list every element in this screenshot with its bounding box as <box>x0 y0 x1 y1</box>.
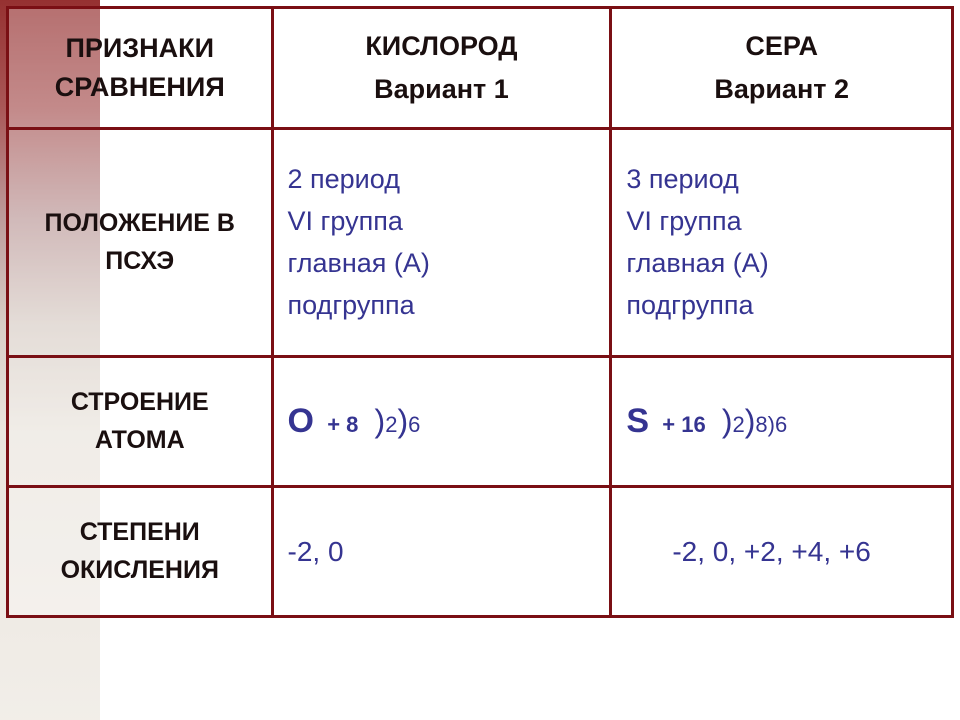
rowlabel-atom-text: СТРОЕНИЕ АТОМА <box>71 388 209 454</box>
header-col2-line2: Вариант 1 <box>288 70 596 109</box>
cell-atom-sulfur: S + 16 )2)8)6 <box>611 357 953 487</box>
atom-sulfur-symbol: S <box>626 402 649 440</box>
rowlabel-position: ПОЛОЖЕНИЕ В ПСХЭ <box>8 129 273 357</box>
row-oxidation: СТЕПЕНИ ОКИСЛЕНИЯ -2, 0 -2, 0, +2, +4, +… <box>8 487 953 617</box>
rowlabel-position-text: ПОЛОЖЕНИЕ В ПСХЭ <box>45 209 235 275</box>
atom-oxygen: O + 8 )2)6 <box>288 408 421 438</box>
cell-oxidation-oxygen: -2, 0 <box>272 487 611 617</box>
row-position: ПОЛОЖЕНИЕ В ПСХЭ 2 период VI группа глав… <box>8 129 953 357</box>
cell-position-oxygen: 2 период VI группа главная (А) подгруппа <box>272 129 611 357</box>
oxidation-oxygen-text: -2, 0 <box>288 536 344 567</box>
position-oxygen-text: 2 период VI группа главная (А) подгруппа <box>288 164 430 320</box>
cell-position-sulfur: 3 период VI группа главная (А) подгруппа <box>611 129 953 357</box>
atom-sulfur-charge: + 16 <box>662 412 705 437</box>
atom-oxygen-charge: + 8 <box>327 412 358 437</box>
atom-sulfur: S + 16 )2)8)6 <box>626 408 787 438</box>
header-col3: СЕРА Вариант 2 <box>611 8 953 129</box>
rowlabel-oxidation-text: СТЕПЕНИ ОКИСЛЕНИЯ <box>61 518 219 584</box>
cell-atom-oxygen: O + 8 )2)6 <box>272 357 611 487</box>
header-col1: ПРИЗНАКИ СРАВНЕНИЯ <box>8 8 273 129</box>
atom-oxygen-symbol: O <box>288 402 314 440</box>
header-col3-line2: Вариант 2 <box>626 70 937 109</box>
oxidation-sulfur-text: -2, 0, +2, +4, +6 <box>672 536 870 567</box>
atom-sulfur-shells: )2)8)6 <box>713 408 787 438</box>
header-col1-text: ПРИЗНАКИ СРАВНЕНИЯ <box>55 33 225 102</box>
rowlabel-oxidation: СТЕПЕНИ ОКИСЛЕНИЯ <box>8 487 273 617</box>
comparison-table: ПРИЗНАКИ СРАВНЕНИЯ КИСЛОРОД Вариант 1 СЕ… <box>6 6 954 618</box>
header-col3-line1: СЕРА <box>745 31 818 61</box>
row-atom: СТРОЕНИЕ АТОМА O + 8 )2)6 S + 16 )2)8)6 <box>8 357 953 487</box>
header-col2: КИСЛОРОД Вариант 1 <box>272 8 611 129</box>
atom-oxygen-shells: )2)6 <box>366 408 421 438</box>
table-header-row: ПРИЗНАКИ СРАВНЕНИЯ КИСЛОРОД Вариант 1 СЕ… <box>8 8 953 129</box>
rowlabel-atom: СТРОЕНИЕ АТОМА <box>8 357 273 487</box>
header-col2-line1: КИСЛОРОД <box>365 31 517 61</box>
position-sulfur-text: 3 период VI группа главная (А) подгруппа <box>626 164 768 320</box>
cell-oxidation-sulfur: -2, 0, +2, +4, +6 <box>611 487 953 617</box>
